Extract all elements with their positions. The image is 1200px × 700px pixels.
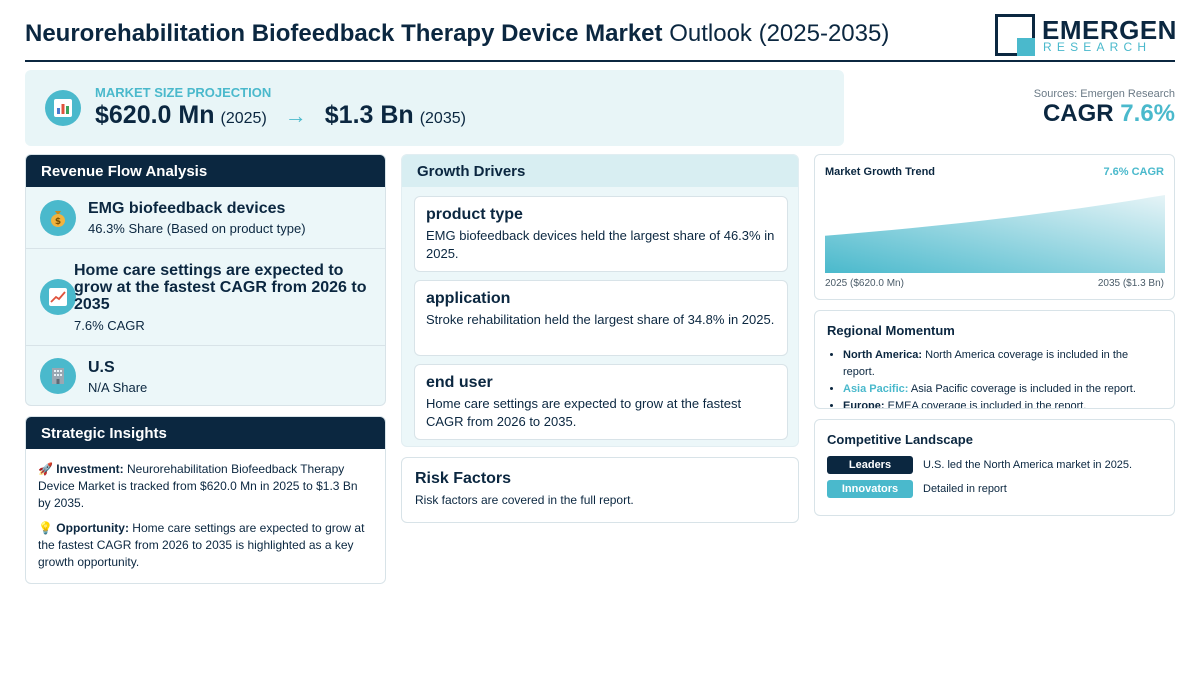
growth-drivers-heading: Growth Drivers: [402, 155, 798, 187]
market-size-projection: MARKET SIZE PROJECTION $620.0 Mn (2025) …: [25, 70, 844, 146]
revenue-item: U.S N/A Share: [26, 346, 385, 405]
driver-title: end user: [426, 374, 493, 391]
revenue-item-title: EMG biofeedback devices: [88, 200, 286, 217]
growth-area: [825, 195, 1165, 273]
money-bag-icon: $: [40, 200, 76, 236]
end-year: (2035): [419, 110, 466, 127]
end-value: $1.3 Bn: [324, 101, 414, 129]
driver-text: Home care settings are expected to grow …: [426, 396, 742, 429]
growth-area-chart: [825, 195, 1165, 273]
regional-list: North America: North America coverage is…: [827, 347, 1162, 409]
insight-label: Opportunity:: [56, 521, 129, 535]
bar-chart-icon: [45, 90, 81, 126]
cagr-label: CAGR: [1042, 100, 1114, 127]
insights-body: 🚀 Investment: Neurorehabilitation Biofee…: [26, 449, 385, 571]
insight-label: Investment:: [56, 462, 124, 476]
revenue-flow-panel: Revenue Flow Analysis $ EMG biofeedback …: [25, 154, 386, 406]
page-header: Neurorehabilitation Biofeedback Therapy …: [25, 12, 1176, 62]
insight-opportunity: 💡 Opportunity: Home care settings are ex…: [38, 520, 373, 571]
region-text: North America coverage is included in th…: [843, 349, 1129, 378]
trend-start-label: 2025 ($620.0 Mn): [825, 278, 904, 289]
driver-text: EMG biofeedback devices held the largest…: [426, 228, 775, 261]
regional-momentum-panel: Regional Momentum North America: North A…: [814, 310, 1175, 409]
logo-name: EMERGEN: [1042, 15, 1177, 45]
driver-title: application: [426, 290, 511, 307]
logo-subtitle: RESEARCH: [1043, 40, 1152, 54]
office-building-icon: [40, 358, 76, 394]
projection-values: $620.0 Mn (2025) → $1.3 Bn (2035): [95, 101, 466, 130]
sources-note: Sources: Emergen Research: [1033, 88, 1175, 100]
revenue-item: Home care settings are expected to grow …: [26, 249, 385, 346]
driver-title: product type: [426, 206, 523, 223]
emergen-logo: EMERGEN RESEARCH: [995, 14, 1176, 56]
trend-cagr: 7.6% CAGR: [1103, 166, 1164, 178]
insight-text: Home care settings are expected to grow …: [38, 521, 365, 569]
start-year: (2025): [220, 110, 267, 127]
svg-text:$: $: [55, 217, 61, 227]
title-period: Outlook (2025-2035): [669, 20, 890, 47]
insight-text: Neurorehabilitation Biofeedback Therapy …: [38, 462, 358, 510]
region-name: Europe:: [843, 400, 885, 409]
competitive-row: Leaders U.S. led the North America marke…: [827, 456, 1162, 474]
driver-card: end user Home care settings are expected…: [414, 364, 788, 440]
strategic-insights-heading: Strategic Insights: [26, 417, 385, 449]
insight-investment: 🚀 Investment: Neurorehabilitation Biofee…: [38, 461, 373, 512]
risk-factors-text: Risk factors are covered in the full rep…: [415, 493, 634, 507]
revenue-flow-heading: Revenue Flow Analysis: [26, 155, 385, 187]
revenue-item-subtitle: 7.6% CAGR: [74, 318, 145, 333]
page-title: Neurorehabilitation Biofeedback Therapy …: [25, 20, 889, 48]
regional-item: Asia Pacific: Asia Pacific coverage is i…: [843, 381, 1162, 398]
driver-card: application Stroke rehabilitation held t…: [414, 280, 788, 356]
revenue-item: $ EMG biofeedback devices 46.3% Share (B…: [26, 187, 385, 249]
revenue-item-subtitle: 46.3% Share (Based on product type): [88, 221, 306, 236]
cagr-summary: CAGR 7.6%: [1043, 100, 1175, 128]
trend-title: Market Growth Trend: [825, 166, 936, 178]
regional-item: Europe: EMEA coverage is included in the…: [843, 398, 1162, 409]
region-name: Asia Pacific:: [843, 383, 909, 395]
strategic-insights-panel: Strategic Insights 🚀 Investment: Neurore…: [25, 416, 386, 584]
projection-label: MARKET SIZE PROJECTION: [95, 85, 272, 100]
market-growth-trend-panel: Market Growth Trend 7.6% CAGR 2025 ($620…: [814, 154, 1175, 300]
competitive-text: U.S. led the North America market in 202…: [923, 459, 1133, 471]
revenue-item-title: Home care settings are expected to grow …: [74, 262, 367, 313]
innovators-tag: Innovators: [827, 480, 913, 498]
trending-up-icon: [40, 279, 76, 315]
arrow-right-icon: →: [284, 103, 307, 128]
risk-factors-panel: Risk Factors Risk factors are covered in…: [401, 457, 799, 523]
driver-text: Stroke rehabilitation held the largest s…: [426, 312, 775, 327]
driver-card: product type EMG biofeedback devices hel…: [414, 196, 788, 272]
leaders-tag: Leaders: [827, 456, 913, 474]
competitive-heading: Competitive Landscape: [827, 432, 973, 447]
logo-mark-icon: [995, 14, 1035, 56]
regional-heading: Regional Momentum: [827, 323, 955, 338]
competitive-landscape-panel: Competitive Landscape Leaders U.S. led t…: [814, 419, 1175, 516]
region-text: EMEA coverage is included in the report.: [887, 400, 1087, 409]
competitive-row: Innovators Detailed in report: [827, 480, 1162, 498]
trend-end-label: 2035 ($1.3 Bn): [1097, 278, 1164, 289]
growth-drivers-panel: Growth Drivers product type EMG biofeedb…: [401, 154, 799, 447]
rocket-icon: 🚀: [38, 462, 53, 476]
risk-factors-heading: Risk Factors: [415, 470, 512, 487]
start-value: $620.0 Mn: [95, 101, 215, 129]
regional-item: North America: North America coverage is…: [843, 347, 1162, 381]
competitive-text: Detailed in report: [923, 483, 1007, 495]
revenue-item-subtitle: N/A Share: [88, 380, 148, 395]
title-main: Neurorehabilitation Biofeedback Therapy …: [25, 20, 663, 47]
light-bulb-icon: 💡: [38, 521, 53, 535]
region-name: North America:: [843, 349, 923, 361]
cagr-value: 7.6%: [1120, 100, 1175, 127]
revenue-item-title: U.S: [88, 359, 115, 376]
region-text: Asia Pacific coverage is included in the…: [910, 383, 1136, 395]
